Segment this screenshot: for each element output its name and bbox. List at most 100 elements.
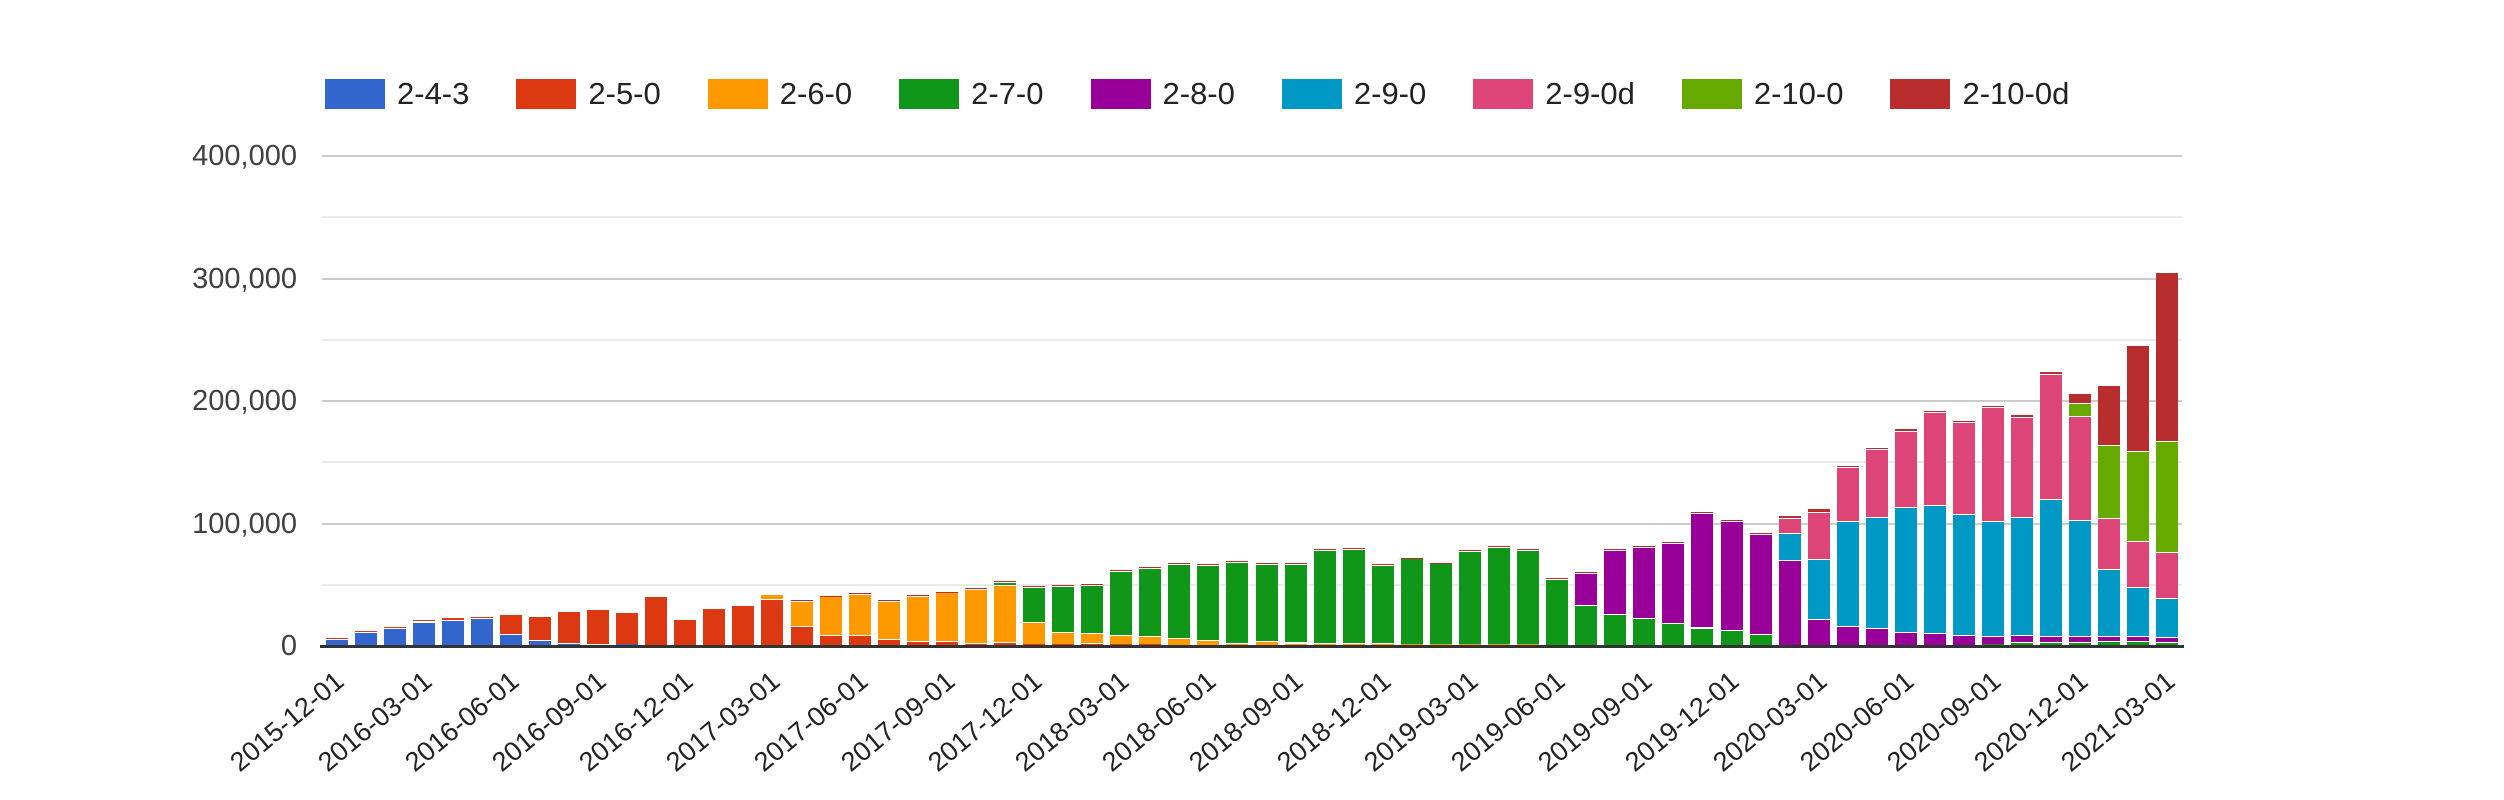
bar-2020-09-01-segment-2-8-0[interactable]: [1982, 637, 2005, 645]
bar-2020-10-01-segment-2-8-0[interactable]: [2011, 635, 2034, 642]
bar-2018-08-01-segment-2-10-0d[interactable]: [1255, 562, 1278, 564]
bar-2020-03-01-segment-2-8-0[interactable]: [1807, 619, 1830, 645]
bar-2016-10-01-segment-2-5-0[interactable]: [616, 612, 639, 645]
bar-2021-02-01-segment-2-10-0d[interactable]: [2127, 345, 2150, 452]
bar-2020-12-01-segment-2-10-0d[interactable]: [2069, 393, 2092, 404]
bar-2018-10-01-segment-2-6-0[interactable]: [1313, 643, 1336, 646]
bar-2018-05-01-segment-2-7-0[interactable]: [1168, 565, 1191, 638]
bar-2017-03-01-segment-2-5-0[interactable]: [761, 599, 784, 646]
bar-2019-12-01-segment-2-7-0[interactable]: [1720, 631, 1743, 646]
bar-2017-04-01-segment-2-10-0d[interactable]: [790, 600, 813, 602]
bar-2016-09-01-segment-2-5-0[interactable]: [587, 610, 610, 644]
bar-2016-08-01-segment-2-4-3[interactable]: [558, 643, 581, 646]
bar-2019-03-01-segment-2-6-0[interactable]: [1458, 644, 1481, 646]
bar-2020-04-01-segment-2-8-0[interactable]: [1836, 627, 1859, 645]
bar-2017-01-01-segment-2-5-0[interactable]: [703, 609, 726, 646]
bar-2016-05-01-segment-2-5-0[interactable]: [470, 616, 493, 619]
bar-2021-01-01-segment-2-10-0[interactable]: [2098, 446, 2121, 518]
bar-2019-09-01-segment-2-8-0[interactable]: [1633, 547, 1656, 618]
bar-2019-03-01-segment-2-7-0[interactable]: [1458, 551, 1481, 645]
bar-2017-11-01-segment-2-6-0[interactable]: [993, 585, 1016, 643]
bar-2018-06-01-segment-2-10-0d[interactable]: [1197, 563, 1220, 565]
bar-2019-07-01-segment-2-7-0[interactable]: [1575, 605, 1598, 645]
bar-2017-11-01-segment-2-7-0[interactable]: [993, 582, 1016, 585]
bar-2021-03-01-segment-2-9-0d[interactable]: [2156, 553, 2179, 598]
bar-2020-02-01-segment-2-9-0[interactable]: [1778, 533, 1801, 561]
bar-2016-07-01-segment-2-5-0[interactable]: [528, 617, 551, 641]
bar-2021-03-01-segment-2-10-0d[interactable]: [2156, 273, 2179, 442]
bar-2021-03-01-segment-2-8-0[interactable]: [2156, 637, 2179, 642]
bar-2020-03-01-segment-2-9-0d[interactable]: [1807, 512, 1830, 559]
bar-2021-01-01-segment-2-10-0d[interactable]: [2098, 386, 2121, 446]
bar-2017-06-01-segment-2-6-0[interactable]: [848, 594, 871, 635]
bar-2017-08-01-segment-2-6-0[interactable]: [906, 597, 929, 642]
bar-2019-08-01-segment-2-7-0[interactable]: [1604, 614, 1627, 645]
bar-2020-07-01-segment-2-9-0[interactable]: [1923, 506, 1946, 633]
bar-2020-10-01-segment-2-7-0[interactable]: [2011, 642, 2034, 646]
bar-2020-12-01-segment-2-8-0[interactable]: [2069, 637, 2092, 642]
bar-2020-09-01-segment-2-9-0[interactable]: [1982, 522, 2005, 637]
bar-2017-11-01-segment-2-5-0[interactable]: [993, 643, 1016, 646]
bar-2020-10-01-segment-2-9-0[interactable]: [2011, 517, 2034, 635]
bar-2020-09-01-segment-2-9-0d[interactable]: [1982, 408, 2005, 522]
bar-2017-10-01-segment-2-6-0[interactable]: [964, 589, 987, 643]
bar-2019-04-01-segment-2-10-0d[interactable]: [1488, 546, 1511, 548]
bar-2018-05-01-segment-2-6-0[interactable]: [1168, 638, 1191, 646]
bar-2016-11-01-segment-2-5-0[interactable]: [645, 597, 668, 645]
bar-2020-09-01-segment-2-7-0[interactable]: [1982, 644, 2005, 646]
bar-2020-05-01-segment-2-10-0d[interactable]: [1865, 447, 1888, 449]
bar-2021-02-01-segment-2-7-0[interactable]: [2127, 641, 2150, 646]
bar-2017-07-01-segment-2-6-0[interactable]: [877, 602, 900, 640]
bar-2020-12-01-segment-2-9-0d[interactable]: [2069, 416, 2092, 520]
bar-2018-09-01-segment-2-6-0[interactable]: [1284, 643, 1307, 646]
bar-2019-10-01-segment-2-8-0[interactable]: [1662, 543, 1685, 623]
bar-2021-01-01-segment-2-9-0[interactable]: [2098, 569, 2121, 637]
bar-2018-09-01-segment-2-7-0[interactable]: [1284, 565, 1307, 643]
bar-2017-04-01-segment-2-6-0[interactable]: [790, 601, 813, 626]
bar-2018-02-01-segment-2-10-0d[interactable]: [1081, 583, 1104, 585]
bar-2019-09-01-segment-2-10-0d[interactable]: [1633, 545, 1656, 547]
bar-2019-02-01-segment-2-6-0[interactable]: [1429, 643, 1452, 646]
bar-2018-05-01-segment-2-10-0d[interactable]: [1168, 563, 1191, 565]
bar-2017-05-01-segment-2-6-0[interactable]: [819, 597, 842, 635]
bar-2018-08-01-segment-2-7-0[interactable]: [1255, 564, 1278, 642]
bar-2021-02-01-segment-2-8-0[interactable]: [2127, 637, 2150, 641]
bar-2019-06-01-segment-2-10-0d[interactable]: [1546, 577, 1569, 579]
bar-2021-02-01-segment-2-9-0[interactable]: [2127, 588, 2150, 637]
bar-2020-11-01-segment-2-8-0[interactable]: [2040, 637, 2063, 642]
bar-2021-01-01-segment-2-7-0[interactable]: [2098, 641, 2121, 646]
bar-2020-10-01-segment-2-9-0d[interactable]: [2011, 417, 2034, 517]
bar-2018-04-01-segment-2-7-0[interactable]: [1139, 568, 1162, 637]
bar-2018-04-01-segment-2-6-0[interactable]: [1139, 637, 1162, 644]
bar-2017-12-01-segment-2-10-0d[interactable]: [1023, 586, 1046, 588]
bar-2019-11-01-segment-2-7-0[interactable]: [1691, 628, 1714, 646]
bar-2018-08-01-segment-2-6-0[interactable]: [1255, 642, 1278, 646]
bar-2017-05-01-segment-2-5-0[interactable]: [819, 635, 842, 646]
bar-2016-04-01-segment-2-5-0[interactable]: [441, 617, 464, 620]
bar-2016-03-01-segment-2-5-0[interactable]: [412, 619, 435, 622]
bar-2020-07-01-segment-2-8-0[interactable]: [1923, 633, 1946, 645]
bar-2018-11-01-segment-2-6-0[interactable]: [1342, 643, 1365, 646]
bar-2019-02-01-segment-2-10-0d[interactable]: [1429, 562, 1452, 564]
bar-2020-08-01-segment-2-8-0[interactable]: [1953, 636, 1976, 645]
bar-2019-11-01-segment-2-10-0d[interactable]: [1691, 511, 1714, 513]
bar-2017-06-01-segment-2-5-0[interactable]: [848, 635, 871, 646]
bar-2021-03-01-segment-2-7-0[interactable]: [2156, 642, 2179, 646]
bar-2019-12-01-segment-2-8-0[interactable]: [1720, 522, 1743, 631]
bar-2019-08-01-segment-2-10-0d[interactable]: [1604, 549, 1627, 551]
bar-2016-08-01-segment-2-5-0[interactable]: [558, 612, 581, 643]
bar-2018-03-01-segment-2-5-0[interactable]: [1110, 643, 1133, 646]
bar-2017-12-01-segment-2-7-0[interactable]: [1023, 587, 1046, 622]
bar-2018-09-01-segment-2-10-0d[interactable]: [1284, 563, 1307, 565]
bar-2020-04-01-segment-2-9-0[interactable]: [1836, 522, 1859, 627]
bar-2018-06-01-segment-2-6-0[interactable]: [1197, 640, 1220, 646]
bar-2016-01-01-segment-2-5-0[interactable]: [354, 630, 377, 632]
bar-2016-02-01-segment-2-5-0[interactable]: [383, 626, 406, 629]
bar-2020-05-01-segment-2-8-0[interactable]: [1865, 629, 1888, 645]
bar-2017-06-01-segment-2-10-0d[interactable]: [848, 592, 871, 594]
bar-2017-08-01-segment-2-5-0[interactable]: [906, 642, 929, 646]
bar-2018-06-01-segment-2-7-0[interactable]: [1197, 565, 1220, 640]
bar-2017-11-01-segment-2-10-0d[interactable]: [993, 581, 1016, 583]
bar-2020-03-01-segment-2-9-0[interactable]: [1807, 559, 1830, 619]
bar-2020-12-01-segment-2-7-0[interactable]: [2069, 642, 2092, 646]
